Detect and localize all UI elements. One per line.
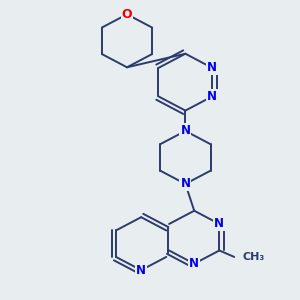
Text: N: N <box>214 218 224 230</box>
Text: CH₃: CH₃ <box>242 252 264 262</box>
Text: N: N <box>180 124 190 137</box>
Text: N: N <box>207 61 217 74</box>
Text: O: O <box>122 8 132 21</box>
Text: N: N <box>207 90 217 103</box>
Text: N: N <box>189 257 199 270</box>
Text: N: N <box>180 177 190 190</box>
Text: N: N <box>136 264 146 277</box>
